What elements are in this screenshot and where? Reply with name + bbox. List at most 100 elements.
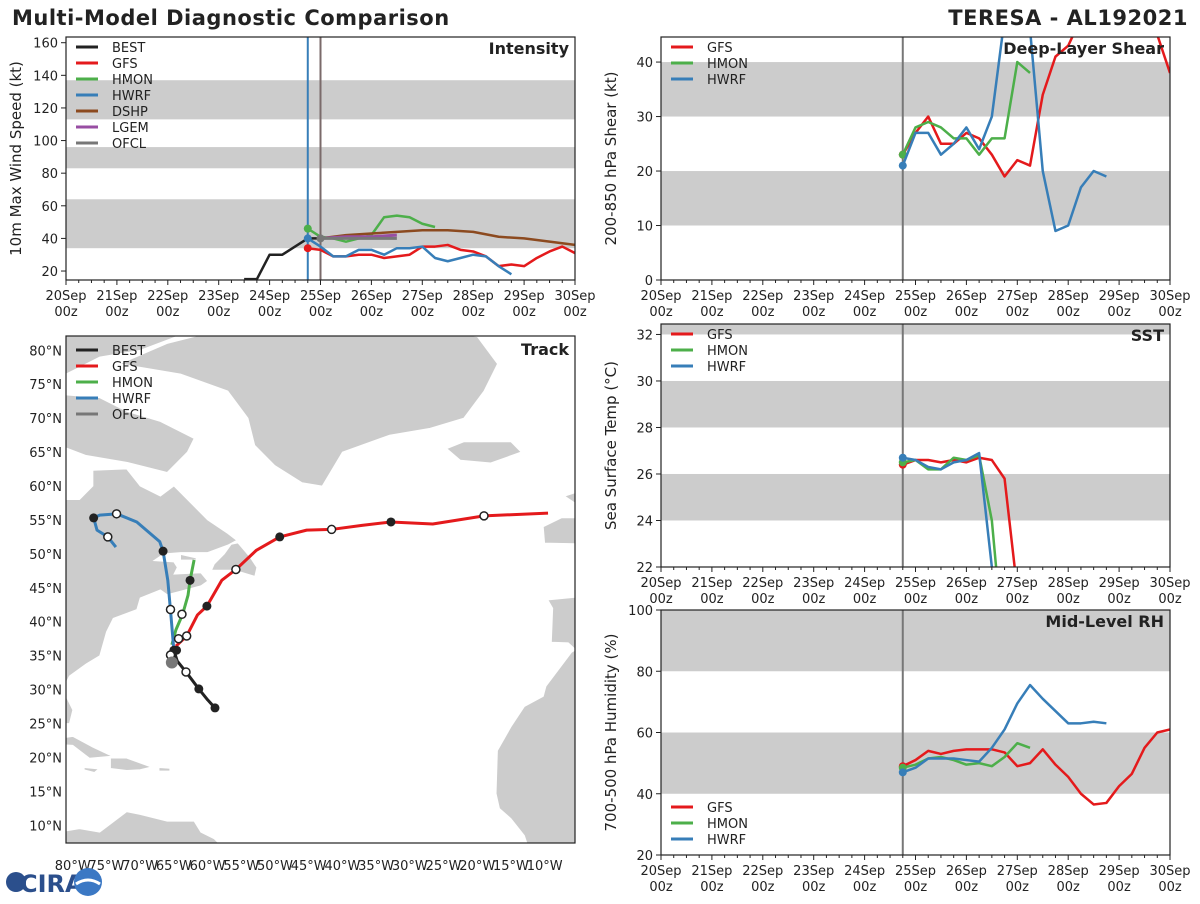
legend-label-hwrf: HWRF [707,73,746,88]
x-tick-hour: 00z [105,305,129,320]
x-tick-hour: 00z [1107,880,1131,895]
lat-tick-label: 45°N [29,582,62,597]
lat-tick-label: 20°N [29,751,62,766]
panel-title: Track [521,340,569,359]
track-point-open [231,564,241,575]
legend-label-hwrf: HWRF [112,392,151,407]
panel-shear: 01020304020Sep00z21Sep00z22Sep00z23Sep00… [602,36,1191,320]
lat-tick-label: 75°N [29,378,62,393]
x-tick-day: 25Sep [300,289,341,304]
lon-tick-label: 10°W [527,859,563,874]
series-start-point-hwrf [898,768,907,777]
x-tick-day: 26Sep [946,576,987,591]
panel-intensity: 2040608010012014016020Sep00z21Sep00z22Se… [7,36,596,320]
x-tick-day: 24Sep [844,576,885,591]
legend-label-hmon: HMON [707,57,748,72]
x-tick-day: 25Sep [895,289,936,304]
legend-label-ofcl: OFCL [112,408,147,423]
series-start-point-hwrf [303,234,312,243]
y-tick-label: 40 [636,788,653,803]
lon-tick-label: 40°W [324,859,360,874]
x-tick-hour: 00z [802,880,826,895]
x-tick-hour: 00z [1158,592,1182,607]
track-point-filled [185,575,195,585]
legend-label-best: BEST [112,344,145,359]
series-line-gfs [902,728,1170,806]
x-tick-hour: 00z [700,880,724,895]
legend-label-hmon: HMON [707,344,748,359]
x-tick-day: 21Sep [691,864,732,879]
panel-rh: 2040608010020Sep00z21Sep00z22Sep00z23Sep… [602,604,1191,895]
x-tick-hour: 00z [1006,305,1030,320]
x-tick-hour: 00z [1158,880,1182,895]
track-point-filled [89,513,99,523]
track-point-open [103,532,113,542]
x-tick-day: 28Sep [453,289,494,304]
x-tick-day: 21Sep [96,289,137,304]
track-point-filled [210,703,220,713]
x-tick-day: 29Sep [1099,576,1140,591]
panel-title: Intensity [489,39,570,58]
x-tick-day: 29Sep [1099,289,1140,304]
track-point-open [326,524,337,535]
lon-tick-label: 75°W [88,859,124,874]
land-mass [118,336,498,487]
x-tick-hour: 00z [904,592,928,607]
y-tick-label: 160 [33,37,58,52]
x-tick-hour: 00z [853,305,877,320]
x-tick-hour: 00z [853,880,877,895]
x-tick-hour: 00z [563,305,587,320]
shaded-band [661,324,1170,335]
x-tick-hour: 00z [649,592,673,607]
shaded-band [661,171,1170,226]
x-tick-hour: 00z [955,880,979,895]
figure-title: Multi-Model Diagnostic Comparison [12,6,450,30]
x-tick-day: 20Sep [45,289,86,304]
series-line-gfs [901,37,1170,178]
x-tick-day: 27Sep [997,289,1038,304]
y-axis-label: 700-500 hPa Humidity (%) [602,633,620,831]
shaded-band [661,473,1170,521]
y-tick-label: 140 [33,69,58,84]
shaded-band [661,732,1170,794]
y-tick-label: 32 [636,328,653,343]
x-tick-day: 27Sep [997,864,1038,879]
series-start-point-hwrf [898,161,907,170]
land-mass [211,542,258,577]
track-point-open [479,511,489,521]
y-tick-label: 26 [636,468,653,483]
lat-tick-label: 55°N [29,514,62,529]
legend-label-gfs: GFS [707,41,733,56]
land-mass [66,468,238,724]
lon-tick-label: 70°W [122,859,158,874]
legend-label-hwrf: HWRF [707,360,746,375]
x-tick-day: 30Sep [1149,576,1190,591]
x-tick-day: 22Sep [742,289,783,304]
land-mass [446,441,522,464]
x-tick-hour: 00z [1107,592,1131,607]
track-line-gfs [174,511,549,648]
x-tick-day: 25Sep [895,864,936,879]
legend-label-gfs: GFS [707,328,733,343]
x-tick-hour: 00z [955,592,979,607]
track-point-open [111,509,122,519]
x-tick-hour: 00z [802,592,826,607]
y-tick-label: 0 [645,274,653,289]
y-tick-label: 20 [636,849,653,864]
series-start-point-hmon [898,150,907,159]
lat-tick-label: 60°N [29,480,62,495]
track-line-hmon [170,559,196,646]
land-mass [66,336,180,375]
legend-label-ofcl: OFCL [112,137,147,152]
y-tick-label: 30 [636,375,653,390]
x-tick-hour: 00z [309,305,333,320]
x-tick-day: 22Sep [742,864,783,879]
plot-frame [660,323,1171,568]
x-tick-day: 24Sep [844,289,885,304]
x-tick-hour: 00z [751,880,775,895]
lat-tick-label: 30°N [29,684,62,699]
legend-label-hmon: HMON [112,376,153,391]
x-tick-day: 20Sep [640,289,681,304]
lon-tick-label: 50°W [257,859,293,874]
